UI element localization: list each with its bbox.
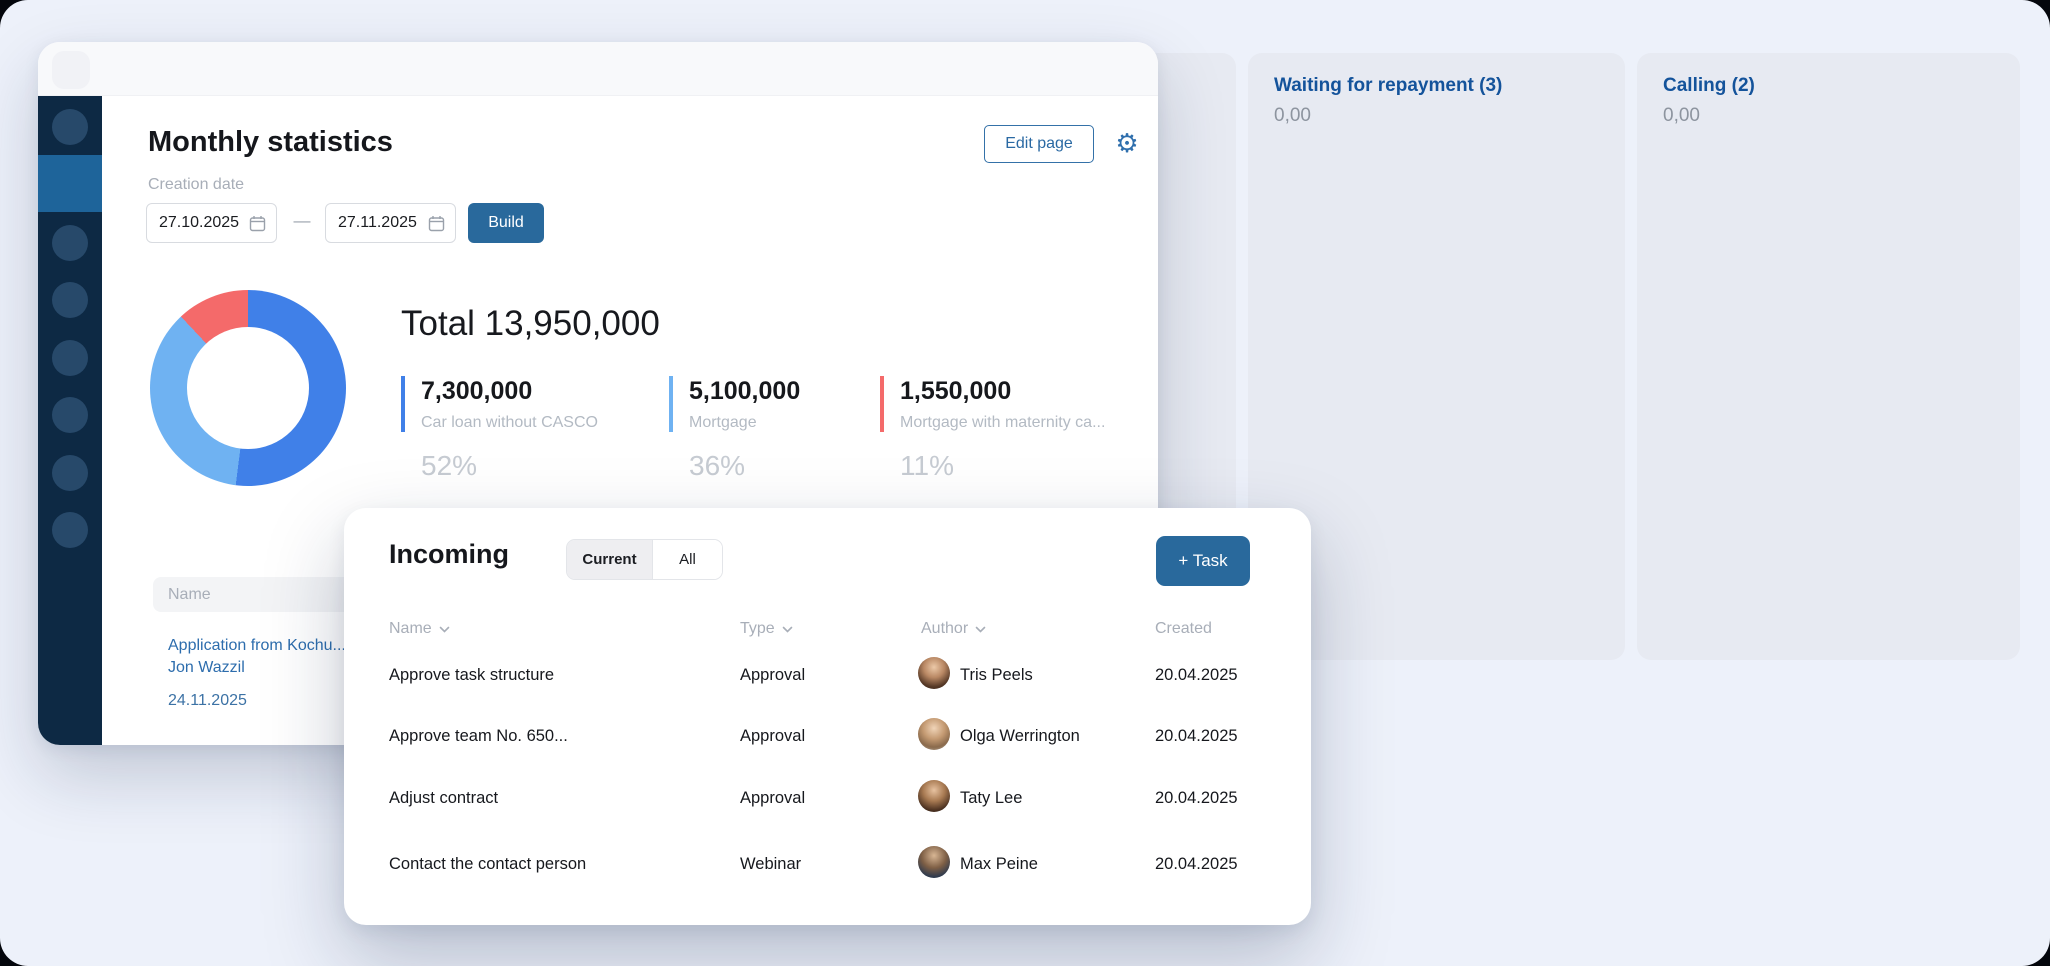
app-logo	[52, 51, 90, 89]
sidebar-item[interactable]	[52, 512, 88, 548]
stat-block: 1,550,000 Mortgage with maternity ca... …	[880, 376, 1105, 482]
stat-block: 5,100,000 Mortgage 36%	[669, 376, 800, 482]
column-header-label: Name	[389, 620, 432, 637]
column-amount: 0,00	[1274, 105, 1311, 126]
add-task-button[interactable]: + Task	[1156, 536, 1250, 586]
task-name[interactable]: Approve team No. 650...	[389, 727, 568, 745]
column-header-label: Created	[1155, 620, 1212, 637]
date-to-value: 27.11.2025	[338, 214, 417, 231]
stat-color-bar: 7,300,000 Car loan without CASCO	[401, 376, 598, 432]
tab-all[interactable]: All	[653, 540, 722, 579]
sidebar-item[interactable]	[52, 397, 88, 433]
task-author: Tris Peels	[960, 666, 1033, 684]
tabs-segmented-control: Current All	[566, 539, 723, 580]
sidebar-item-active[interactable]	[38, 155, 102, 212]
window-header	[38, 42, 1158, 96]
date-to-input[interactable]: 27.11.2025	[325, 203, 456, 243]
column-header-type[interactable]: Type	[740, 620, 793, 638]
task-type: Approval	[740, 789, 806, 807]
task-type: Approval	[740, 727, 806, 745]
donut-chart	[150, 290, 346, 486]
task-created: 20.04.2025	[1155, 666, 1238, 684]
column-title[interactable]: Calling (2)	[1663, 75, 1755, 96]
task-created: 20.04.2025	[1155, 789, 1238, 807]
avatar	[918, 846, 950, 878]
creation-date-label: Creation date	[148, 176, 245, 193]
task-author: Olga Werrington	[960, 727, 1080, 745]
task-author: Taty Lee	[960, 789, 1023, 807]
application-link-line2[interactable]: Jon Wazzil	[168, 659, 245, 676]
task-created: 20.04.2025	[1155, 855, 1238, 873]
task-author: Max Peine	[960, 855, 1038, 873]
stat-color-bar: 1,550,000 Mortgage with maternity ca...	[880, 376, 1105, 432]
gear-icon[interactable]: ⚙	[1115, 129, 1139, 159]
avatar	[918, 780, 950, 812]
stat-block: 7,300,000 Car loan without CASCO 52%	[401, 376, 598, 482]
column-amount: 0,00	[1663, 105, 1700, 126]
sidebar	[38, 96, 102, 745]
sort-chevron-icon	[975, 626, 986, 633]
column-header-label: Type	[740, 620, 775, 637]
task-name[interactable]: Contact the contact person	[389, 855, 587, 873]
avatar	[918, 657, 950, 689]
stat-percent: 36%	[689, 450, 746, 481]
date-from-value: 27.10.2025	[159, 214, 240, 231]
date-from-input[interactable]: 27.10.2025	[146, 203, 277, 243]
kanban-column-calling: Calling (2) 0,00	[1637, 53, 2020, 660]
stat-value: 1,550,000	[900, 377, 1012, 405]
column-title[interactable]: Waiting for repayment (3)	[1274, 75, 1503, 96]
application-link-line1[interactable]: Application from Kochu...	[168, 637, 346, 654]
column-header-author[interactable]: Author	[921, 620, 986, 638]
calendar-icon	[428, 215, 445, 231]
column-header-name[interactable]: Name	[389, 620, 450, 638]
task-type: Webinar	[740, 855, 802, 873]
task-name[interactable]: Approve task structure	[389, 666, 555, 684]
task-name[interactable]: Adjust contract	[389, 789, 499, 807]
sort-chevron-icon	[782, 626, 792, 633]
stat-percent: 11%	[900, 450, 954, 481]
edit-page-button[interactable]: Edit page	[984, 125, 1094, 163]
sidebar-item[interactable]	[52, 455, 88, 491]
build-button[interactable]: Build	[468, 203, 544, 243]
application-date: 24.11.2025	[168, 692, 247, 709]
stat-percent: 52%	[421, 450, 478, 481]
tab-current[interactable]: Current	[567, 540, 653, 579]
stat-color-bar: 5,100,000 Mortgage	[669, 376, 800, 432]
task-created: 20.04.2025	[1155, 727, 1238, 745]
total-value: Total 13,950,000	[401, 304, 660, 343]
sidebar-item[interactable]	[52, 225, 88, 261]
incoming-panel: Incoming Current All + Task Name Type Au…	[344, 508, 1311, 925]
stat-value: 7,300,000	[421, 377, 533, 405]
sidebar-item[interactable]	[52, 340, 88, 376]
stat-label: Car loan without CASCO	[421, 414, 598, 431]
stat-label: Mortgage	[689, 414, 757, 431]
date-range-separator: —	[293, 211, 311, 230]
stat-value: 5,100,000	[689, 377, 801, 405]
incoming-title: Incoming	[389, 539, 509, 569]
task-type: Approval	[740, 666, 806, 684]
sidebar-item[interactable]	[52, 109, 88, 145]
calendar-icon	[249, 215, 266, 231]
column-header-created: Created	[1155, 620, 1212, 638]
avatar	[918, 718, 950, 750]
sidebar-item[interactable]	[52, 282, 88, 318]
page-title: Monthly statistics	[148, 126, 393, 158]
stat-label: Mortgage with maternity ca...	[900, 414, 1106, 431]
sort-chevron-icon	[439, 626, 449, 633]
column-header-label: Author	[921, 620, 969, 637]
